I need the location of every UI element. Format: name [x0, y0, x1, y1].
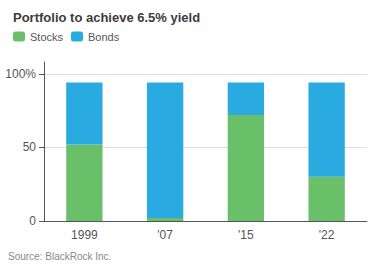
- svg-text:Bonds: Bonds: [88, 31, 120, 43]
- svg-text:100%: 100%: [5, 67, 36, 81]
- svg-text:Stocks: Stocks: [30, 31, 64, 43]
- svg-text:'15: '15: [238, 228, 254, 242]
- svg-text:50: 50: [23, 140, 37, 154]
- svg-text:Portfolio to achieve 6.5% yiel: Portfolio to achieve 6.5% yield: [13, 10, 200, 25]
- svg-text:0: 0: [29, 214, 36, 228]
- svg-text:1999: 1999: [71, 228, 98, 242]
- svg-text:'07: '07: [157, 228, 173, 242]
- svg-text:Source: BlackRock Inc.: Source: BlackRock Inc.: [8, 251, 111, 262]
- svg-text:'22: '22: [319, 228, 335, 242]
